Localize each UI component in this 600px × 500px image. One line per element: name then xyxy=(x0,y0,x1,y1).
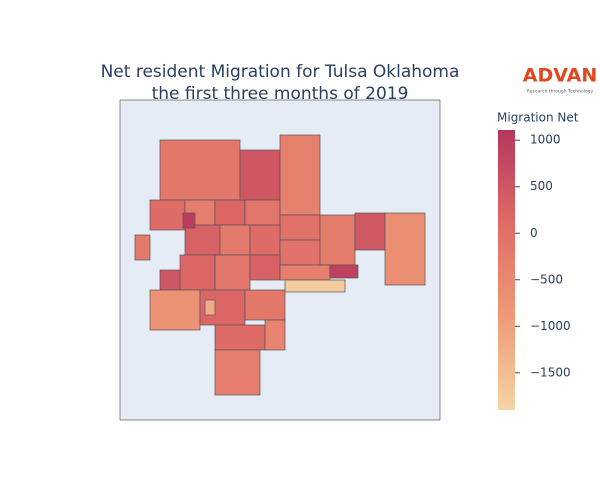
region xyxy=(279,214,321,241)
chart-title: Net resident Migration for Tulsa Oklahom… xyxy=(101,62,460,82)
region xyxy=(214,324,266,351)
region xyxy=(319,214,356,266)
region xyxy=(179,254,216,291)
region xyxy=(354,212,386,251)
colorbar-tick-label: 0 xyxy=(530,226,538,240)
region xyxy=(284,279,346,293)
region xyxy=(244,289,286,321)
region xyxy=(249,224,281,256)
colorbar-tick-label: 1000 xyxy=(530,133,561,147)
region xyxy=(204,299,216,316)
region xyxy=(149,199,186,231)
chart-subtitle: the first three months of 2019 xyxy=(152,84,409,104)
region xyxy=(279,239,321,266)
region xyxy=(182,212,196,229)
colorbar-tick-label: −1500 xyxy=(530,365,571,379)
region xyxy=(184,224,221,256)
region xyxy=(244,199,281,226)
region xyxy=(219,224,251,256)
region xyxy=(134,234,151,261)
region xyxy=(214,349,261,396)
colorbar-tick-label: −500 xyxy=(530,272,563,286)
region xyxy=(214,199,246,226)
region xyxy=(159,139,241,201)
region xyxy=(279,134,321,216)
region xyxy=(384,212,426,286)
logo-tagline: Research through Technology xyxy=(527,89,594,95)
colorbar-tick-label: 500 xyxy=(530,179,553,193)
region xyxy=(329,264,359,279)
region xyxy=(249,254,281,281)
region xyxy=(214,254,251,291)
colorbar-tick-label: −1000 xyxy=(530,319,571,333)
region xyxy=(279,264,331,281)
region xyxy=(239,149,281,201)
region xyxy=(159,269,181,291)
region xyxy=(149,289,201,331)
colorbar xyxy=(498,130,515,410)
colorbar-title: Migration Net xyxy=(497,111,579,125)
region xyxy=(264,319,286,351)
logo: ADVAN xyxy=(523,65,598,87)
